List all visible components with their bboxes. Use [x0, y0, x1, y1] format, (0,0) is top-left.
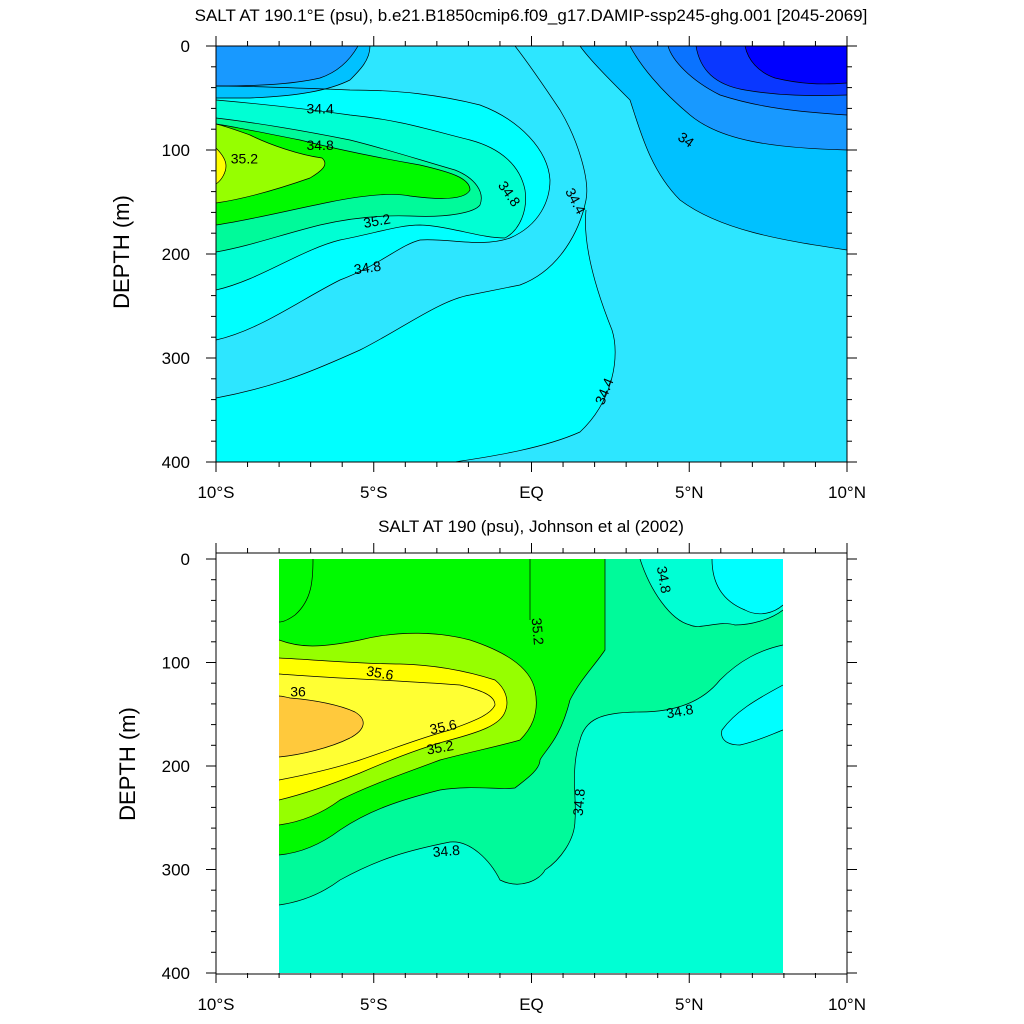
- bottom-y-tick-label: 200: [162, 757, 190, 776]
- top-contour-label: 34.8: [353, 258, 382, 278]
- bottom-axis-ticks: 10°S 5°S EQ 5°N 10°N 0 100 200 300 400: [162, 543, 866, 1014]
- top-x-tick-label: 5°N: [675, 483, 704, 502]
- bottom-contour-label: 34.8: [665, 701, 695, 722]
- top-contour-label: 34.8: [306, 137, 333, 153]
- top-contour-label: 34.4: [306, 100, 333, 116]
- bottom-y-tick-label: 0: [181, 550, 190, 569]
- bottom-x-tick-label: EQ: [519, 995, 544, 1014]
- top-y-tick-label: 0: [181, 37, 190, 56]
- bottom-contour-label: 34.8: [432, 842, 461, 860]
- bottom-contour-label: 35.2: [529, 617, 547, 646]
- bottom-contour-label: 34.8: [654, 565, 675, 595]
- top-y-tick-label: 100: [162, 141, 190, 160]
- bottom-panel: SALT AT 190 (psu), Johnson et al (2002) …: [115, 517, 866, 1014]
- top-panel-title: SALT AT 190.1°E (psu), b.e21.B1850cmip6.…: [195, 6, 868, 25]
- bottom-contour-label: 35.6: [428, 716, 458, 737]
- top-contour-labels: 34.434.835.235.234.834.8 34.434.434: [231, 100, 697, 407]
- bottom-contour-label: 35.2: [425, 737, 455, 758]
- top-x-tick-label: EQ: [519, 483, 544, 502]
- bottom-region-36-0: [279, 696, 364, 757]
- bottom-contour-lines: [279, 559, 783, 906]
- bottom-contour-label: 35.6: [365, 663, 395, 684]
- bottom-contour-label: 36: [290, 683, 306, 699]
- top-axis-ticks: 10°S 5°S EQ 5°N 10°N 0 100 200 300 400: [162, 36, 866, 502]
- top-x-tick-label: 10°S: [197, 483, 234, 502]
- top-y-tick-label: 300: [162, 349, 190, 368]
- bottom-x-tick-label: 10°N: [828, 995, 866, 1014]
- top-contour-label: 35.2: [362, 210, 392, 231]
- top-region-35-4: [216, 124, 325, 203]
- bottom-x-tick-label: 5°S: [360, 995, 388, 1014]
- top-x-tick-label: 5°S: [360, 483, 388, 502]
- top-y-tick-label: 200: [162, 245, 190, 264]
- top-x-tick-label: 10°N: [828, 483, 866, 502]
- bottom-region-34-6-surface: [712, 559, 783, 614]
- bottom-contour-label: 34.8: [570, 788, 588, 817]
- top-contour-fill: [216, 46, 847, 462]
- bottom-contour-fill: [279, 559, 783, 973]
- top-y-tick-label: 400: [162, 453, 190, 472]
- top-contour-lines: [216, 46, 847, 462]
- bottom-x-tick-label: 5°N: [675, 995, 704, 1014]
- bottom-x-tick-label: 10°S: [197, 995, 234, 1014]
- bottom-panel-y-axis-label: DEPTH (m): [115, 707, 140, 821]
- bottom-panel-title: SALT AT 190 (psu), Johnson et al (2002): [378, 517, 684, 536]
- top-panel-y-axis-label: DEPTH (m): [109, 195, 134, 309]
- bottom-y-tick-label: 100: [162, 654, 190, 673]
- bottom-y-tick-label: 300: [162, 861, 190, 880]
- top-contour-label: 35.2: [231, 150, 258, 166]
- top-region-33-4-east: [745, 46, 847, 84]
- bottom-region-35-8: [279, 674, 495, 780]
- bottom-region-34-6-deep: [721, 685, 783, 745]
- top-region-34-0-west: [216, 46, 358, 86]
- bottom-y-tick-label: 400: [162, 964, 190, 983]
- top-panel: SALT AT 190.1°E (psu), b.e21.B1850cmip6.…: [109, 6, 867, 502]
